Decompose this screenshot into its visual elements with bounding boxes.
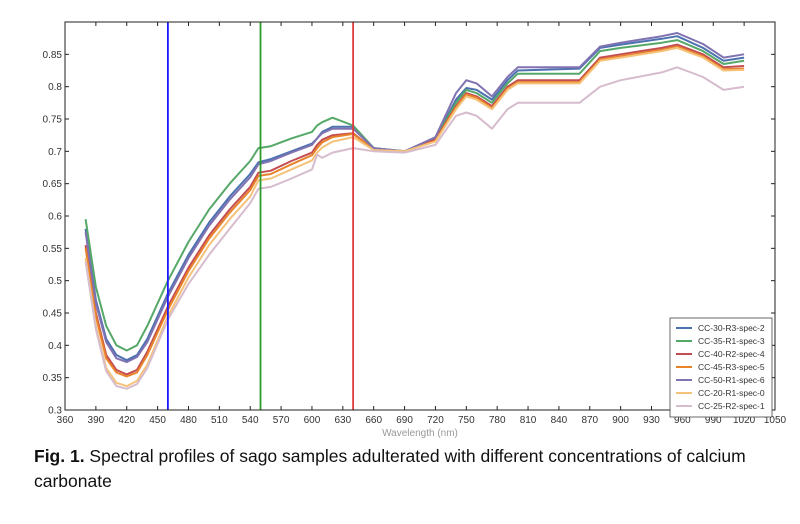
x-axis-label: Wavelength (nm) [382, 428, 458, 439]
x-tick-label: 420 [118, 415, 135, 426]
x-tick-label: 450 [149, 415, 166, 426]
caption-label: Fig. 1. [34, 446, 85, 466]
x-tick-label: 960 [674, 415, 691, 426]
legend-label: CC-50-R1-spec-6 [698, 375, 765, 385]
y-tick-label: 0.5 [48, 276, 62, 287]
caption-text: Spectral profiles of sago samples adulte… [34, 446, 746, 491]
y-tick-label: 0.3 [48, 406, 62, 417]
x-tick-label: 810 [520, 415, 537, 426]
x-tick-label: 660 [365, 415, 382, 426]
plot-frame [64, 21, 776, 411]
legend-label: CC-45-R3-spec-5 [698, 362, 765, 372]
x-tick-label: 1050 [764, 415, 787, 426]
spectral-chart: 360 390 420 450 480 510 540 570 600 630 660 690 720 7… [43, 21, 787, 439]
x-tick-label: 510 [211, 415, 228, 426]
x-tick-label: 990 [705, 415, 722, 426]
x-tick-label: 690 [396, 415, 413, 426]
y-tick-label: 0.55 [43, 244, 63, 255]
y-tick-label: 0.75 [43, 115, 63, 126]
y-tick-label: 0.65 [43, 179, 63, 190]
x-tick-label: 750 [458, 415, 475, 426]
y-tick-label: 0.4 [48, 341, 62, 352]
series-line-CC-35-R1-spec-3 [84, 39, 745, 352]
legend-label: CC-25-R2-spec-1 [698, 401, 765, 411]
y-tick-label: 0.8 [48, 82, 62, 93]
x-tick-label: 360 [57, 415, 74, 426]
legend-label: CC-30-R3-spec-2 [698, 323, 765, 333]
y-tick-label: 0.7 [48, 147, 62, 158]
x-tick-label: 930 [643, 415, 660, 426]
y-tick-label: 0.35 [43, 373, 63, 384]
y-tick-label: 0.85 [43, 50, 63, 61]
x-tick-label: 900 [612, 415, 629, 426]
x-tick-label: 780 [489, 415, 506, 426]
y-tick-label: 0.45 [43, 309, 63, 320]
legend-label: CC-20-R1-spec-0 [698, 388, 765, 398]
figure-caption: Fig. 1. Spectral profiles of sago sample… [34, 444, 774, 494]
x-tick-label: 480 [180, 415, 197, 426]
x-tick-label: 570 [273, 415, 290, 426]
x-tick-label: 600 [304, 415, 321, 426]
series-line-CC-20-R1-spec-0 [84, 46, 745, 388]
x-tick-label: 630 [334, 415, 351, 426]
x-tick-label: 540 [242, 415, 259, 426]
x-tick-label: 1020 [733, 415, 756, 426]
legend: CC-30-R3-spec-2 CC-35-R1-spec-3 CC-40-R2-s… [669, 317, 773, 418]
series-line-CC-40-R2-spec-4 [84, 43, 745, 376]
x-tick-label: 720 [427, 415, 444, 426]
series-line-CC-25-R2-spec-1 [84, 66, 745, 390]
x-tick-label: 390 [88, 415, 105, 426]
y-tick-label: 0.6 [48, 212, 62, 223]
series-line-CC-30-R3-spec-2 [84, 35, 745, 362]
series-line-CC-50-R1-spec-6 [84, 32, 745, 364]
legend-label: CC-35-R1-spec-3 [698, 336, 765, 346]
x-tick-label: 870 [581, 415, 598, 426]
legend-label: CC-40-R2-spec-4 [698, 349, 765, 359]
series-line-CC-45-R3-spec-5 [84, 45, 745, 378]
x-tick-label: 840 [551, 415, 568, 426]
